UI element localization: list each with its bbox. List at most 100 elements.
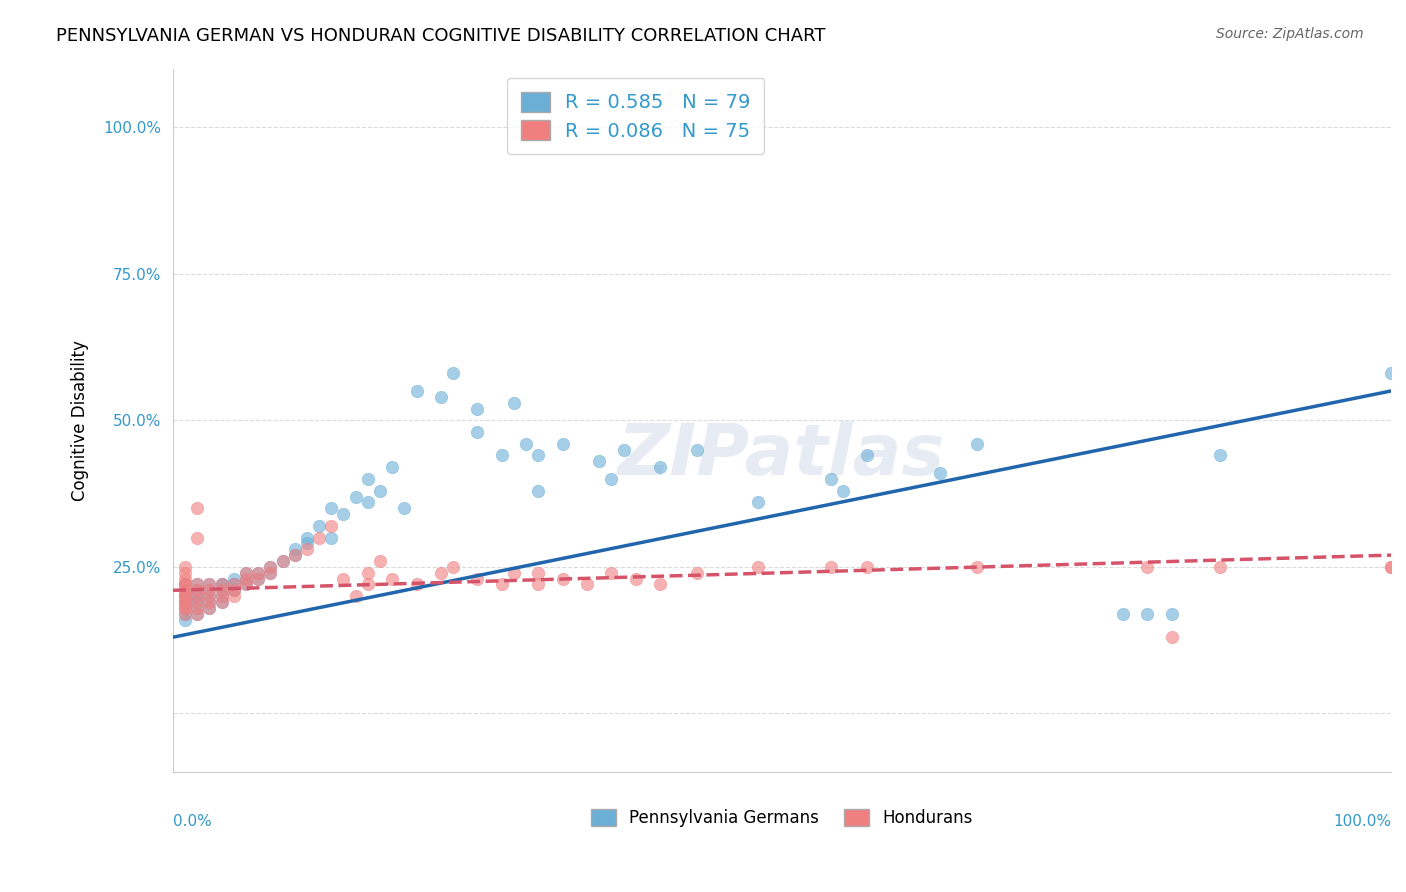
Point (308, 518, 330, 533)
Point (405, 384, 427, 398)
Point (491, 449, 513, 463)
Point (747, 495, 769, 509)
Point (613, 442, 636, 457)
Point (174, 595, 197, 609)
Text: PENNSYLVANIA GERMAN VS HONDURAN COGNITIVE DISABILITY CORRELATION CHART: PENNSYLVANIA GERMAN VS HONDURAN COGNITIV… (56, 27, 825, 45)
Point (357, 472, 380, 486)
Point (235, 577, 257, 591)
Point (441, 559, 464, 574)
Point (186, 583, 208, 598)
Point (430, 390, 453, 404)
Point (394, 501, 416, 516)
Point (186, 583, 208, 598)
Point (186, 600, 208, 615)
Text: 0.0%: 0.0% (173, 814, 212, 830)
Point (198, 600, 221, 615)
Point (831, 483, 853, 498)
Point (186, 501, 208, 516)
Point (186, 589, 208, 603)
Point (247, 566, 270, 580)
Point (1379, 559, 1402, 574)
Point (332, 507, 354, 521)
Point (174, 577, 197, 591)
Point (186, 607, 208, 621)
Point (600, 566, 623, 580)
Point (174, 577, 197, 591)
Legend: Pennsylvania Germans, Hondurans: Pennsylvania Germans, Hondurans (585, 803, 980, 834)
Point (186, 607, 208, 621)
Point (551, 572, 574, 586)
Point (198, 595, 221, 609)
Point (222, 572, 245, 586)
Point (174, 583, 197, 598)
Point (357, 495, 380, 509)
Point (820, 472, 842, 486)
Point (174, 600, 197, 615)
Point (503, 566, 526, 580)
Point (186, 595, 208, 609)
Point (527, 566, 550, 580)
Point (284, 542, 307, 557)
Point (211, 595, 233, 609)
Point (271, 554, 294, 568)
Point (576, 577, 599, 591)
Point (211, 577, 233, 591)
Point (588, 454, 610, 468)
Point (211, 583, 233, 598)
Point (747, 559, 769, 574)
Point (186, 595, 208, 609)
Point (174, 566, 197, 580)
Point (1160, 607, 1182, 621)
Point (174, 572, 197, 586)
Point (174, 577, 197, 591)
Point (174, 613, 197, 627)
Point (186, 531, 208, 545)
Point (381, 460, 404, 475)
Point (467, 401, 489, 416)
Point (295, 531, 318, 545)
Text: Source: ZipAtlas.com: Source: ZipAtlas.com (1216, 27, 1364, 41)
Point (856, 449, 879, 463)
Point (686, 442, 709, 457)
Point (527, 449, 550, 463)
Point (1136, 559, 1159, 574)
Point (357, 566, 380, 580)
Point (1379, 367, 1402, 381)
Point (441, 367, 464, 381)
Point (368, 483, 391, 498)
Point (295, 536, 318, 550)
Point (551, 436, 574, 450)
Point (856, 559, 879, 574)
Point (491, 577, 513, 591)
Point (174, 559, 197, 574)
Point (174, 600, 197, 615)
Text: ZIPatlas: ZIPatlas (619, 421, 946, 490)
Point (174, 607, 197, 621)
Point (321, 518, 343, 533)
Point (321, 501, 343, 516)
Point (235, 572, 257, 586)
Point (966, 559, 988, 574)
Point (211, 589, 233, 603)
Point (186, 589, 208, 603)
Point (467, 425, 489, 439)
Point (211, 577, 233, 591)
Point (222, 583, 245, 598)
Point (503, 395, 526, 409)
Point (368, 554, 391, 568)
Point (198, 589, 221, 603)
Point (1379, 559, 1402, 574)
Point (235, 572, 257, 586)
Point (332, 572, 354, 586)
Point (222, 577, 245, 591)
Point (527, 483, 550, 498)
Point (467, 572, 489, 586)
Point (600, 472, 623, 486)
Point (357, 577, 380, 591)
Point (174, 589, 197, 603)
Point (186, 577, 208, 591)
Point (186, 595, 208, 609)
Point (198, 577, 221, 591)
Point (259, 559, 281, 574)
Point (198, 583, 221, 598)
